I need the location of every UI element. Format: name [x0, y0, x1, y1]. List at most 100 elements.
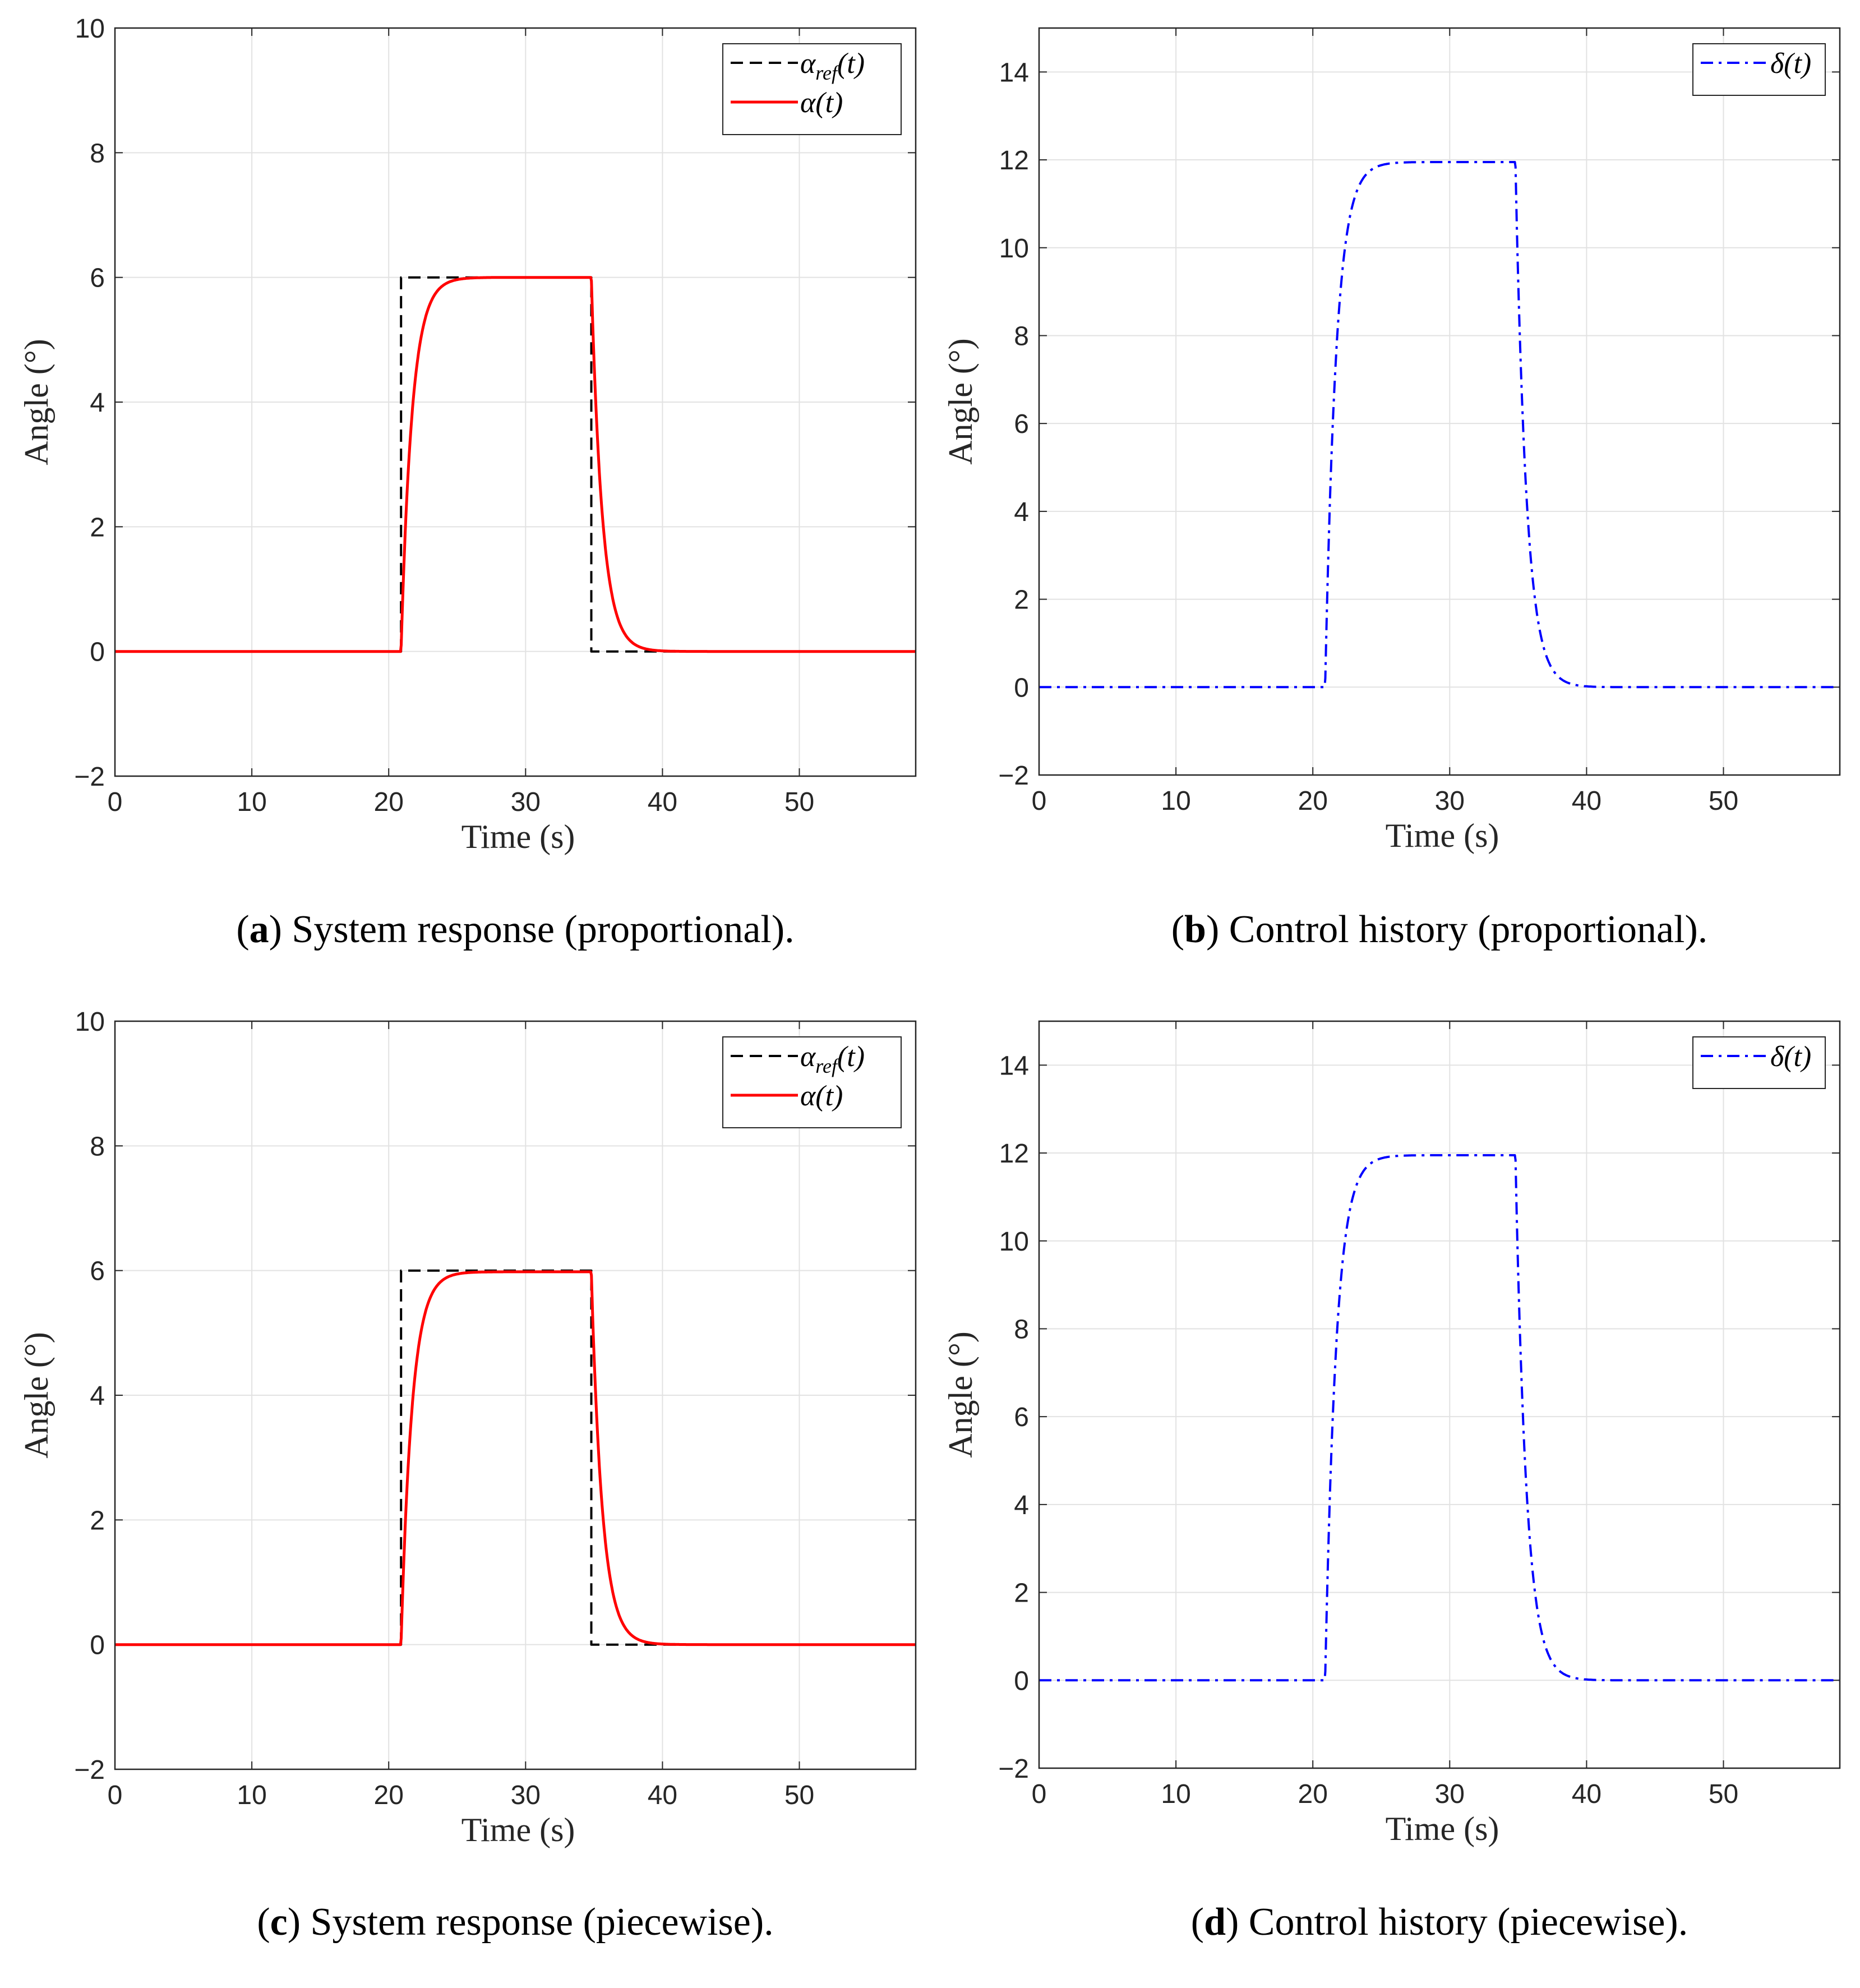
legend-label: αref(t)	[800, 1041, 865, 1077]
y-tick-label: 6	[90, 1257, 105, 1286]
legend-label: δ(t)	[1770, 1041, 1811, 1073]
y-tick-label: 8	[1014, 321, 1029, 351]
x-tick-label: 40	[1572, 1779, 1601, 1809]
x-tick-label: 50	[784, 1781, 814, 1810]
y-tick-label: 10	[75, 1007, 105, 1037]
x-tick-label: 40	[648, 1781, 677, 1810]
x-axis-label: Time (s)	[461, 1811, 575, 1848]
y-tick-label: 2	[90, 513, 105, 542]
y-tick-label: 8	[90, 1132, 105, 1161]
x-tick-label: 0	[108, 787, 123, 817]
caption-d: (d) Control history (piecewise).	[1191, 1901, 1688, 1944]
x-tick-label: 0	[1032, 786, 1047, 816]
caption-b: (b) Control history (proportional).	[1171, 908, 1708, 951]
x-tick-label: 40	[648, 787, 677, 817]
x-tick-label: 50	[1709, 786, 1738, 816]
x-tick-label: 10	[237, 1781, 266, 1810]
y-axis-label: Angle (°)	[942, 338, 979, 465]
y-tick-label: 0	[1014, 1666, 1029, 1696]
x-tick-label: 30	[511, 1781, 541, 1810]
series-line-signal	[1039, 1154, 1840, 1682]
axes-box	[1038, 27, 1841, 776]
series-group	[115, 276, 916, 653]
x-tick-label: 0	[1032, 1779, 1047, 1809]
x-tick-label: 10	[237, 787, 266, 817]
y-tick-label: 6	[90, 264, 105, 293]
y-tick-label: 12	[999, 1139, 1029, 1169]
grid	[1039, 1021, 1840, 1769]
axes-box	[114, 1020, 917, 1770]
x-axis-label: Time (s)	[461, 818, 575, 855]
y-axis-label: Angle (°)	[942, 1331, 979, 1458]
x-tick-label: 40	[1572, 786, 1601, 816]
y-tick-label: 2	[1014, 1579, 1029, 1608]
x-tick-label: 30	[1435, 786, 1465, 816]
y-tick-label: 14	[999, 58, 1029, 87]
y-tick-label: 10	[999, 234, 1029, 264]
y-tick-label: 10	[999, 1227, 1029, 1257]
series-group	[1039, 1154, 1840, 1682]
y-tick-label: 2	[90, 1506, 105, 1535]
x-tick-label: 50	[784, 787, 814, 817]
y-tick-label: 0	[1014, 673, 1029, 703]
legend-label: αref(t)	[800, 48, 865, 84]
x-tick-label: 20	[374, 787, 404, 817]
x-tick-label: 20	[1298, 786, 1328, 816]
y-tick-label: 0	[90, 638, 105, 667]
x-tick-label: 50	[1709, 1779, 1738, 1809]
axes-box	[1038, 1020, 1841, 1769]
series-line-signal	[115, 1270, 916, 1646]
series-group	[115, 1269, 916, 1646]
x-axis-label: Time (s)	[1386, 817, 1499, 854]
legend: δ(t)	[1692, 1036, 1826, 1089]
y-tick-label: 2	[1014, 585, 1029, 615]
y-tick-label: −2	[998, 1754, 1029, 1784]
y-tick-label: 6	[1014, 1403, 1029, 1432]
axes-box	[114, 27, 917, 777]
x-tick-label: 0	[108, 1781, 123, 1810]
y-tick-label: 4	[1014, 1491, 1029, 1520]
y-axis-label: Angle (°)	[18, 339, 55, 465]
legend: αref(t)α(t)	[722, 43, 902, 135]
x-tick-label: 10	[1161, 1779, 1190, 1809]
y-tick-label: 4	[90, 388, 105, 418]
y-tick-label: 12	[999, 146, 1029, 176]
x-tick-label: 20	[1298, 1779, 1328, 1809]
y-tick-label: −2	[998, 761, 1029, 791]
series-line-signal	[115, 276, 916, 653]
x-tick-label: 10	[1161, 786, 1190, 816]
legend-box	[1692, 1036, 1826, 1089]
y-tick-label: 4	[1014, 497, 1029, 527]
y-axis-label: Angle (°)	[18, 1332, 55, 1459]
caption-a: (a) System response (proportional).	[236, 908, 794, 951]
y-tick-label: −2	[74, 1755, 105, 1785]
y-tick-label: −2	[74, 762, 105, 792]
y-tick-label: 0	[90, 1631, 105, 1660]
y-tick-label: 14	[999, 1051, 1029, 1081]
y-tick-label: 6	[1014, 409, 1029, 439]
legend-label: α(t)	[800, 1080, 843, 1112]
plot-area	[1039, 1021, 1840, 1768]
x-tick-label: 30	[1435, 1779, 1465, 1809]
x-tick-label: 30	[511, 787, 541, 817]
series-group	[1039, 161, 1840, 689]
x-tick-label: 20	[374, 1781, 404, 1810]
legend-label: δ(t)	[1770, 48, 1811, 80]
legend: δ(t)	[1692, 43, 1826, 96]
legend-box	[1692, 43, 1826, 96]
y-tick-label: 8	[90, 139, 105, 168]
series-line-signal	[1039, 161, 1840, 689]
legend-box	[722, 1036, 902, 1128]
plot-area	[1039, 28, 1840, 775]
legend: αref(t)α(t)	[722, 1036, 902, 1128]
y-tick-label: 4	[90, 1381, 105, 1411]
caption-c: (c) System response (piecewise).	[257, 1901, 773, 1944]
legend-label: α(t)	[800, 87, 843, 119]
y-tick-label: 10	[75, 14, 105, 44]
x-axis-label: Time (s)	[1386, 1810, 1499, 1847]
